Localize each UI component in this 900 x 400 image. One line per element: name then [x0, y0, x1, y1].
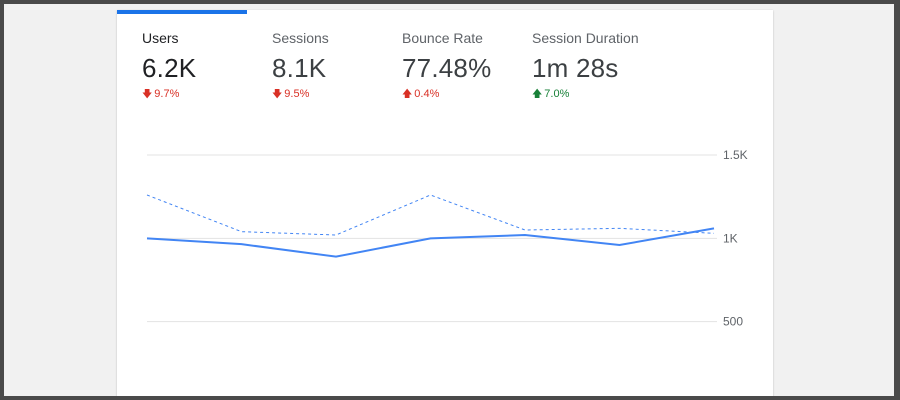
arrow-down-icon: 🡇	[142, 89, 153, 100]
metric-change: 🡅 7.0%	[532, 88, 570, 100]
metric-tab-session-duration[interactable]: Session Duration 1m 28s 🡅 7.0%	[532, 30, 692, 104]
metric-label: Sessions	[272, 30, 329, 46]
active-tab-indicator	[117, 10, 247, 14]
metric-tab-users[interactable]: Users 6.2K 🡇 9.7%	[142, 30, 267, 104]
line-chart: 1.5K1K5000	[146, 148, 748, 329]
metric-value: 1m 28s	[532, 53, 619, 83]
arrow-down-icon: 🡇	[272, 89, 283, 100]
metric-label: Users	[142, 30, 179, 46]
metric-change: 🡇 9.7%	[142, 88, 180, 100]
metric-value: 6.2K	[142, 53, 197, 83]
y-tick-label: 500	[723, 315, 743, 329]
metric-tab-sessions[interactable]: Sessions 8.1K 🡇 9.5%	[272, 30, 397, 104]
metric-value: 77.48%	[402, 53, 492, 83]
y-tick-label: 1.5K	[723, 148, 748, 162]
arrow-up-icon: 🡅	[532, 89, 543, 100]
y-tick-label: 1K	[723, 231, 738, 245]
series-line-current	[146, 227, 715, 258]
analytics-card: Users 6.2K 🡇 9.7% Sessions 8.1K 🡇 9.5% Bou…	[117, 10, 773, 396]
metric-change: 🡇 9.5%	[272, 88, 310, 100]
metric-label: Bounce Rate	[402, 30, 483, 46]
page-background: Users 6.2K 🡇 9.7% Sessions 8.1K 🡇 9.5% Bou…	[4, 4, 894, 396]
metric-tab-bounce-rate[interactable]: Bounce Rate 77.48% 🡅 0.4%	[402, 30, 527, 104]
metric-change: 🡅 0.4%	[402, 88, 440, 100]
series-line-previous	[146, 194, 715, 236]
arrow-up-icon: 🡅	[402, 89, 413, 100]
metric-value: 8.1K	[272, 53, 327, 83]
metric-label: Session Duration	[532, 30, 639, 46]
